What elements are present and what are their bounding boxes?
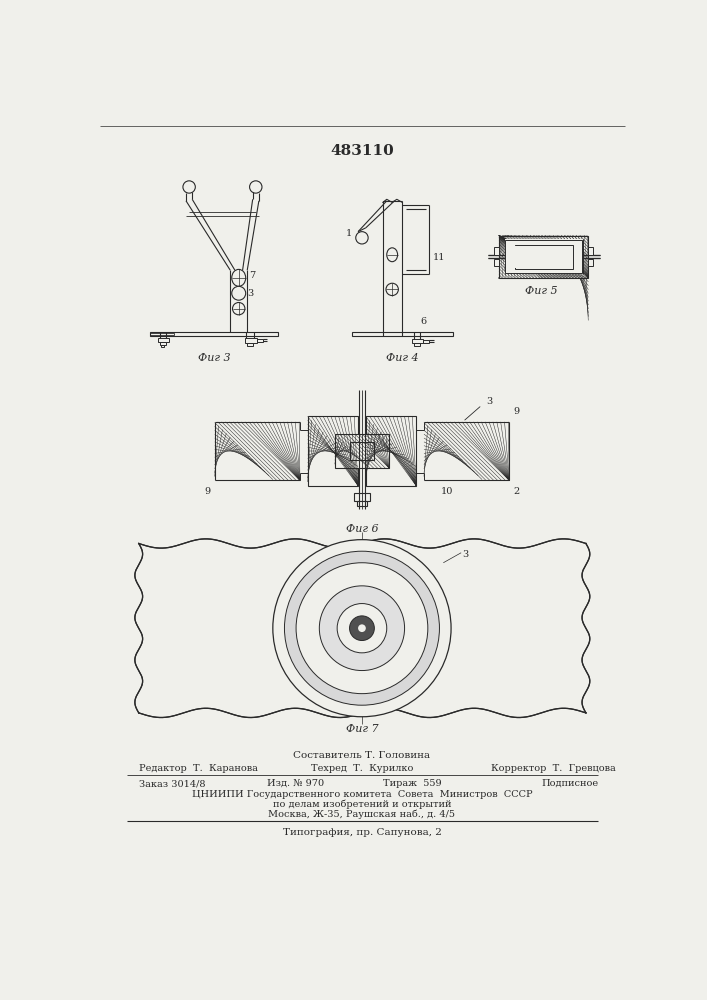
Text: 1: 1	[346, 229, 352, 238]
Bar	[515, 246, 572, 268]
Text: Фиг 6: Фиг 6	[346, 524, 378, 534]
Circle shape	[232, 286, 246, 300]
Text: Составитель Т. Головина: Составитель Т. Головина	[293, 751, 431, 760]
Text: 2: 2	[513, 487, 520, 496]
Bar	[160, 342, 166, 345]
Text: Фиг 5: Фиг 5	[525, 286, 558, 296]
Text: 10: 10	[441, 487, 453, 496]
Bar	[158, 338, 169, 342]
Bar	[515, 245, 573, 269]
Circle shape	[273, 540, 451, 717]
Bar	[494, 259, 499, 266]
Circle shape	[337, 604, 387, 653]
Bar	[506, 240, 582, 273]
Text: Подписное: Подписное	[542, 779, 599, 788]
Circle shape	[356, 232, 368, 244]
Text: 9: 9	[513, 407, 519, 416]
Text: Фиг 4: Фиг 4	[386, 353, 419, 363]
Ellipse shape	[387, 248, 397, 262]
Text: Тираж  559: Тираж 559	[383, 779, 441, 788]
Circle shape	[233, 302, 245, 315]
Bar	[351, 442, 373, 460]
Bar	[151, 332, 279, 336]
Bar	[412, 339, 423, 343]
Text: Техред  Т.  Курилко: Техред Т. Курилко	[311, 764, 413, 773]
Bar	[414, 343, 420, 346]
Bar	[161, 345, 164, 347]
Text: 6: 6	[420, 317, 426, 326]
Text: Редактор  Т.  Каранова: Редактор Т. Каранова	[139, 764, 257, 773]
Text: Заказ 3014/8: Заказ 3014/8	[139, 779, 205, 788]
Circle shape	[349, 616, 374, 641]
Circle shape	[183, 181, 195, 193]
Text: Москва, Ж-35, Раушская наб., д. 4/5: Москва, Ж-35, Раушская наб., д. 4/5	[269, 810, 455, 819]
Bar	[588, 259, 593, 266]
Text: 9: 9	[205, 487, 211, 496]
Text: Типография, пр. Сапунова, 2: Типография, пр. Сапунова, 2	[283, 828, 441, 837]
Bar	[308, 416, 358, 486]
Text: по делам изобретений и открытий: по делам изобретений и открытий	[273, 800, 451, 809]
Bar	[588, 247, 593, 255]
Bar	[423, 340, 429, 343]
Circle shape	[250, 181, 262, 193]
Text: 3: 3	[247, 289, 254, 298]
Bar	[247, 343, 253, 346]
Circle shape	[358, 624, 366, 632]
Text: Корректор  Т.  Гревцова: Корректор Т. Гревцова	[491, 764, 616, 773]
Bar	[499, 235, 588, 278]
Bar	[506, 240, 582, 273]
Bar	[245, 338, 257, 343]
Text: 483110: 483110	[330, 144, 394, 158]
Circle shape	[320, 586, 404, 671]
Text: 11: 11	[433, 253, 445, 262]
Bar	[151, 333, 174, 335]
Bar	[494, 247, 499, 255]
Bar	[515, 245, 573, 269]
Bar	[366, 416, 416, 486]
Text: 3: 3	[486, 397, 492, 406]
Ellipse shape	[232, 269, 246, 286]
Bar	[505, 239, 583, 274]
Text: ЦНИИПИ Государственного комитета  Совета  Министров  СССР: ЦНИИПИ Государственного комитета Совета …	[192, 790, 532, 799]
Text: Фиг 7: Фиг 7	[346, 724, 378, 734]
Bar	[257, 339, 263, 342]
Text: 3: 3	[462, 550, 469, 559]
Bar	[357, 501, 367, 506]
Bar	[335, 434, 389, 468]
Polygon shape	[135, 539, 590, 718]
Text: Изд. № 970: Изд. № 970	[267, 779, 324, 788]
Bar	[354, 493, 370, 501]
Circle shape	[386, 283, 398, 296]
Text: Фиг 3: Фиг 3	[199, 353, 231, 363]
Circle shape	[296, 563, 428, 694]
Circle shape	[284, 551, 440, 705]
Bar	[352, 332, 452, 336]
Text: 7: 7	[250, 271, 256, 280]
